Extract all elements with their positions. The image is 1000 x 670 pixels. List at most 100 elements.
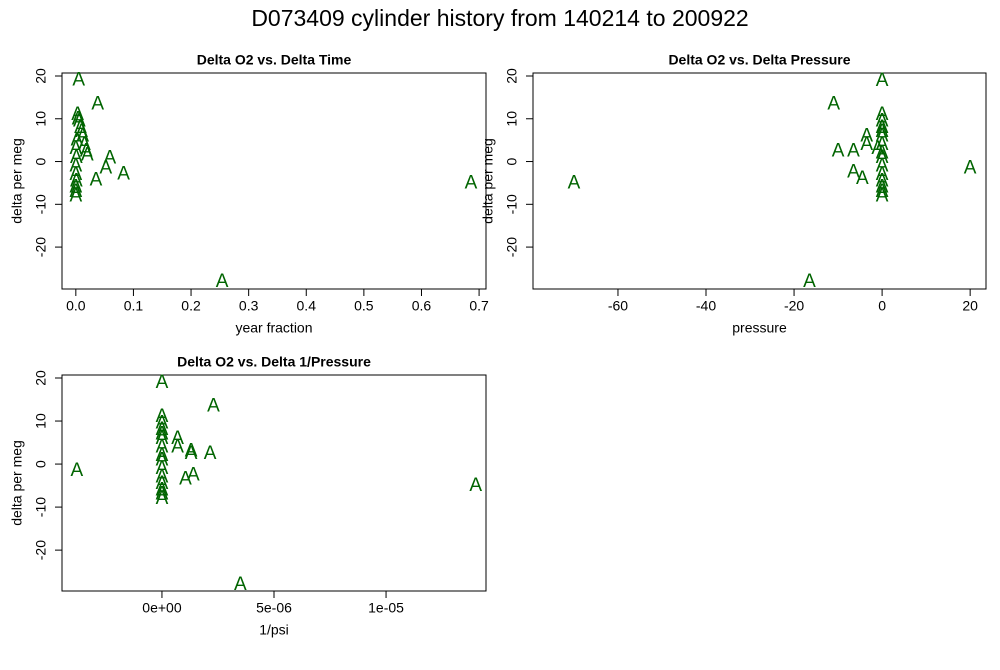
x-tick-label: 0.3	[239, 298, 259, 314]
point: A	[876, 134, 889, 155]
x-tick-label: 0.0	[66, 298, 86, 314]
point: A	[876, 164, 889, 185]
x-tick-label: -40	[696, 298, 716, 314]
point: A	[156, 419, 169, 440]
y-tick-label: 20	[33, 68, 49, 84]
x-tick-label: 20	[962, 298, 978, 314]
chart-title: Delta O2 vs. Delta Time	[197, 52, 352, 68]
x-tick-label: 0e+00	[142, 600, 182, 616]
point: A	[90, 169, 103, 190]
page-title: D073409 cylinder history from 140214 to …	[251, 5, 748, 31]
point: A	[185, 443, 198, 464]
y-tick-label: 10	[504, 111, 520, 127]
point: A	[860, 125, 873, 146]
point: A	[69, 164, 82, 185]
point: A	[856, 168, 869, 189]
point: A	[207, 395, 220, 416]
y-tick-label: 0	[504, 157, 520, 165]
point: A	[156, 466, 169, 487]
point: A	[469, 475, 482, 496]
point: A	[72, 108, 85, 129]
point: A	[171, 436, 184, 457]
point: A	[465, 172, 478, 193]
point: A	[876, 170, 889, 191]
point: A	[876, 117, 889, 138]
y-tick-label: -20	[33, 540, 49, 560]
y-tick-label: -20	[33, 237, 49, 257]
point: A	[568, 172, 581, 193]
point: A	[876, 181, 889, 202]
point: A	[860, 134, 873, 155]
y-tick-label: 10	[33, 111, 49, 127]
point: A	[76, 125, 89, 146]
point: A	[234, 574, 247, 595]
point: A	[70, 147, 83, 168]
x-axis-label: 1/psi	[259, 622, 289, 638]
point: A	[876, 70, 889, 91]
x-axis-label: pressure	[732, 320, 787, 336]
point: A	[78, 134, 91, 155]
point: A	[876, 142, 889, 163]
y-axis-label: delta per meg	[9, 440, 25, 526]
point: A	[71, 130, 84, 151]
point: A	[179, 469, 192, 490]
point: A	[69, 155, 82, 176]
point: A	[876, 147, 889, 168]
x-tick-label: 1e-05	[368, 600, 404, 616]
point: A	[69, 138, 82, 159]
point: A	[156, 406, 169, 427]
x-tick-label: 0.7	[469, 298, 489, 314]
point: A	[156, 372, 169, 393]
y-tick-label: -10	[504, 194, 520, 214]
point: A	[71, 104, 84, 125]
y-tick-label: 10	[33, 413, 49, 429]
x-tick-label: 0.1	[124, 298, 144, 314]
x-tick-label: 0.2	[181, 298, 201, 314]
point: A	[876, 121, 889, 142]
point: A	[876, 104, 889, 125]
x-tick-label: -60	[608, 298, 628, 314]
x-tick-label: 0.4	[297, 298, 317, 314]
point: A	[81, 145, 94, 166]
point: A	[964, 157, 977, 178]
point: A	[80, 140, 93, 161]
point: A	[876, 155, 889, 176]
point: A	[803, 271, 816, 292]
x-axis-label: year fraction	[235, 320, 312, 336]
point: A	[876, 185, 889, 206]
point: A	[99, 157, 112, 178]
point: A	[156, 436, 169, 457]
x-tick-label: -20	[784, 298, 804, 314]
point: A	[70, 460, 83, 481]
chart-title: Delta O2 vs. Delta Pressure	[668, 52, 850, 68]
point: A	[876, 177, 889, 198]
y-tick-label: -20	[504, 237, 520, 257]
point: A	[204, 443, 217, 464]
point: A	[847, 140, 860, 161]
x-tick-label: 5e-06	[256, 600, 292, 616]
point: A	[72, 69, 85, 90]
point: A	[156, 449, 169, 470]
point: A	[185, 441, 198, 462]
point: A	[156, 413, 169, 434]
point: A	[70, 170, 83, 191]
y-tick-label: 0	[33, 157, 49, 165]
point: A	[156, 423, 169, 444]
y-tick-label: 20	[33, 370, 49, 386]
x-tick-label: 0	[878, 298, 886, 314]
point: A	[156, 488, 169, 509]
plot-box	[532, 72, 987, 290]
x-tick-label: 0.6	[412, 298, 432, 314]
point: A	[832, 140, 845, 161]
point: A	[876, 125, 889, 146]
point: A	[171, 428, 184, 449]
point: A	[156, 473, 169, 494]
point: A	[187, 464, 200, 485]
y-axis-label: delta per meg	[480, 138, 496, 224]
x-tick-label: 0.5	[354, 298, 374, 314]
y-tick-label: 0	[33, 460, 49, 468]
point: A	[69, 181, 82, 202]
point: A	[847, 162, 860, 183]
point: A	[871, 138, 884, 159]
